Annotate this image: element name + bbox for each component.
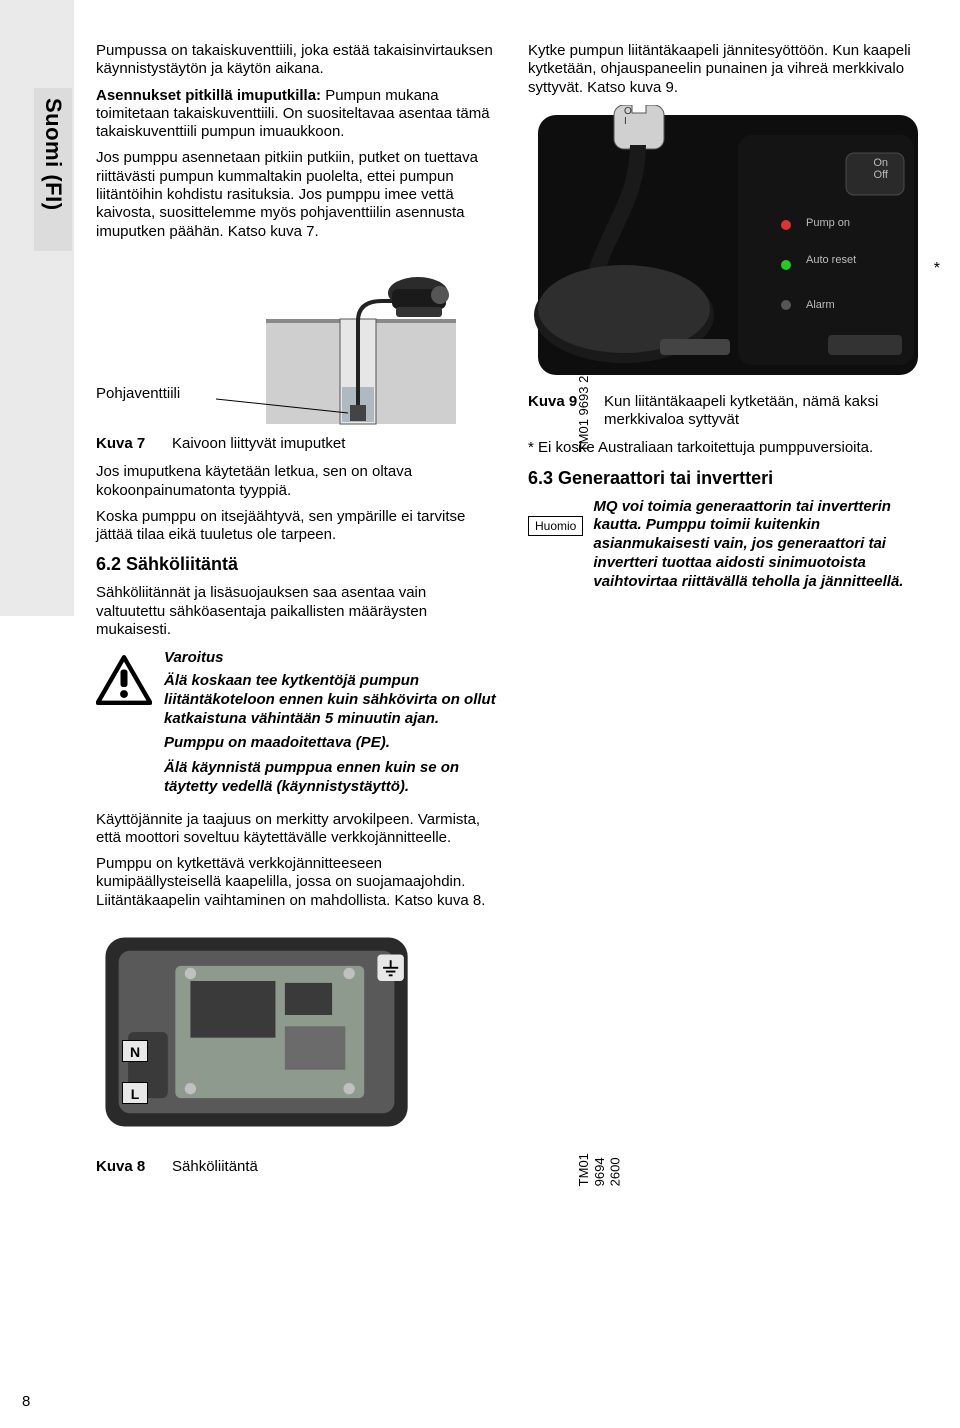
section-6-2: 6.2 Sähköliitäntä bbox=[96, 554, 496, 576]
note-tag: Huomio bbox=[528, 516, 583, 537]
left-column: Pumpussa on takaiskuventtiili, joka estä… bbox=[96, 42, 496, 1186]
section-6-3: 6.3 Generaattori tai invertteri bbox=[528, 468, 928, 490]
language-tab: Suomi (FI) bbox=[34, 88, 72, 251]
figure-label: Kuva 7 bbox=[96, 435, 172, 453]
warning-icon bbox=[96, 655, 152, 710]
figure-caption: Kun liitäntäkaapeli kytketään, nämä kaks… bbox=[604, 393, 928, 430]
figure-9-caption-row: Kuva 9 Kun liitäntäkaapeli kytketään, nä… bbox=[528, 393, 928, 430]
panel-off-label: Off bbox=[873, 169, 888, 181]
figure-7: Pohjaventtiili bbox=[96, 249, 496, 429]
note-block: Huomio MQ voi toimia generaattorin tai i… bbox=[528, 498, 928, 592]
pohjaventtiili-label: Pohjaventtiili bbox=[96, 385, 180, 403]
warning-text: Varoitus Älä koskaan tee kytkentöjä pump… bbox=[164, 649, 496, 796]
para: Sähköliitännät ja lisäsuojauksen saa ase… bbox=[96, 584, 496, 639]
panel-pumpon-label: Pump on bbox=[806, 217, 850, 230]
warning-line: Älä koskaan tee kytkentöjä pumpun liitän… bbox=[164, 672, 496, 728]
figure-9-svg bbox=[528, 105, 928, 385]
figure-caption: Sähköliitäntä bbox=[172, 1158, 258, 1176]
para: Asennukset pitkillä imuputkilla: Pumpun … bbox=[96, 87, 496, 142]
figure-label: Kuva 8 bbox=[96, 1158, 172, 1176]
figure-9: On Off Pump on Auto reset Alarm * OI bbox=[528, 105, 928, 385]
para: Käyttöjännite ja taajuus on merkitty arv… bbox=[96, 811, 496, 848]
para: Kytke pumpun liitäntäkaapeli jännitesyöt… bbox=[528, 42, 928, 97]
panel-alarm-label: Alarm bbox=[806, 299, 835, 312]
page-number: 8 bbox=[22, 1393, 30, 1410]
figure-label: Kuva 9 bbox=[528, 393, 604, 411]
para: Jos pumppu asennetaan pitkiin putkiin, p… bbox=[96, 149, 496, 240]
warning-line: Älä käynnistä pumppua ennen kuin se on t… bbox=[164, 759, 496, 797]
warning-block: Varoitus Älä koskaan tee kytkentöjä pump… bbox=[96, 649, 496, 796]
terminal-N: N bbox=[122, 1040, 148, 1062]
figure-7-caption-row: Kuva 7 Kaivoon liittyvät imuputket bbox=[96, 435, 496, 453]
asterisk-note: * Ei koske Australiaan tarkoitettuja pum… bbox=[528, 439, 928, 457]
para: Pumpussa on takaiskuventtiili, joka estä… bbox=[96, 42, 496, 79]
bold-run: Asennukset pitkillä imuputkilla: bbox=[96, 87, 321, 104]
figure-8-svg bbox=[96, 922, 436, 1142]
para: Pumppu on kytkettävä verkkojännitteeseen… bbox=[96, 855, 496, 910]
figure-8-code: TM01 9694 2600 bbox=[576, 1152, 624, 1186]
warning-line: Pumppu on maadoitettava (PE). bbox=[164, 734, 496, 753]
figure-caption: Kaivoon liittyvät imuputket bbox=[172, 435, 345, 453]
warning-title: Varoitus bbox=[164, 649, 496, 668]
para: Koska pumppu on itsejäähtyvä, sen ympäri… bbox=[96, 508, 496, 545]
terminal-L: L bbox=[122, 1082, 148, 1104]
panel-on-label: On bbox=[873, 157, 888, 169]
note-text: MQ voi toimia generaattorin tai invertte… bbox=[593, 498, 928, 592]
para: Jos imuputkena käytetään letkua, sen on … bbox=[96, 463, 496, 500]
right-column: Kytke pumpun liitäntäkaapeli jännitesyöt… bbox=[528, 42, 928, 591]
figure-8: N L bbox=[96, 922, 496, 1152]
figure-8-caption-row: Kuva 8 Sähköliitäntä bbox=[96, 1158, 496, 1176]
panel-autoreset-label: Auto reset bbox=[806, 255, 856, 267]
asterisk: * bbox=[934, 259, 940, 279]
